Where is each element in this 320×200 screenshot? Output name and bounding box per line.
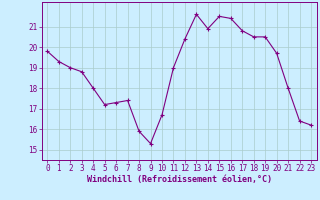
X-axis label: Windchill (Refroidissement éolien,°C): Windchill (Refroidissement éolien,°C) xyxy=(87,175,272,184)
